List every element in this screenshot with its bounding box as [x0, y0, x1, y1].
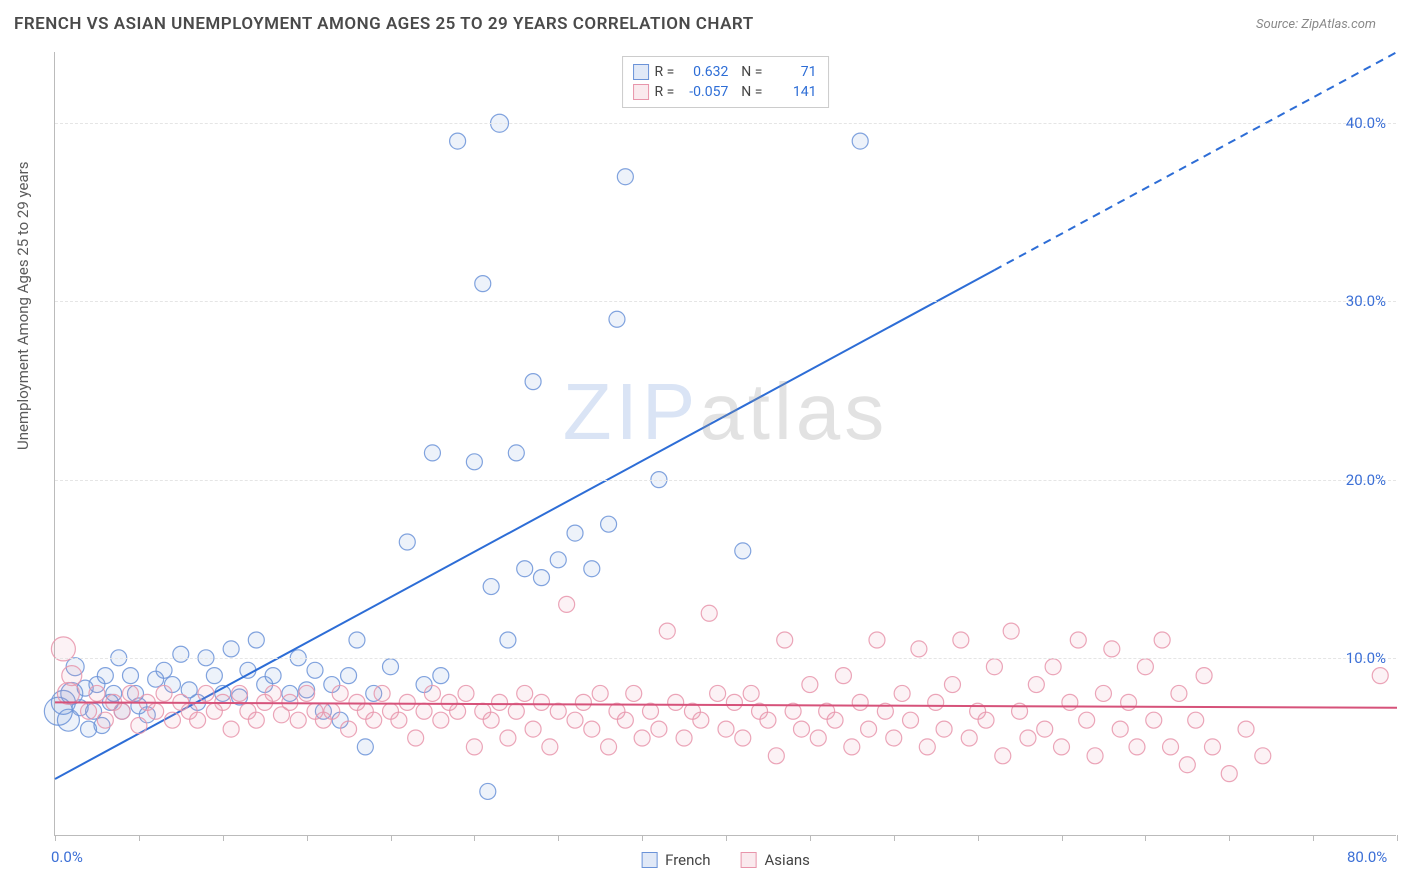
- r-french: 0.632: [680, 62, 728, 82]
- x-axis-label: 80.0%: [1347, 848, 1387, 866]
- y-axis-title: Unemployment Among Ages 25 to 29 years: [14, 162, 32, 450]
- chart-source: Source: ZipAtlas.com: [1256, 17, 1376, 32]
- legend-row-asians: R =-0.057 N =141: [633, 82, 817, 102]
- y-tick-label: 10.0%: [1346, 649, 1386, 667]
- x-axis-label: 0.0%: [51, 848, 83, 866]
- y-tick-label: 30.0%: [1346, 292, 1386, 310]
- legend-label-asians: Asians: [765, 851, 810, 869]
- legend-label-french: French: [665, 851, 710, 869]
- chart-title: FRENCH VS ASIAN UNEMPLOYMENT AMONG AGES …: [14, 14, 754, 34]
- legend-row-french: R =0.632 N =71: [633, 62, 817, 82]
- n-asians: 141: [768, 82, 816, 102]
- legend-stats-box: R =0.632 N =71 R =-0.057 N =141: [622, 56, 830, 108]
- y-tick-label: 40.0%: [1346, 114, 1386, 132]
- swatch-asians-bottom: [741, 852, 757, 868]
- y-tick-label: 20.0%: [1346, 471, 1386, 489]
- legend-item-french: French: [641, 851, 710, 869]
- scatter-plot-svg: [55, 52, 1396, 835]
- r-asians: -0.057: [680, 82, 728, 102]
- swatch-asians: [633, 84, 649, 100]
- swatch-french-bottom: [641, 852, 657, 868]
- legend-bottom: French Asians: [641, 851, 810, 869]
- chart-plot-area: ZIPatlas R =0.632 N =71 R =-0.057 N =141…: [54, 52, 1396, 836]
- swatch-french: [633, 64, 649, 80]
- n-french: 71: [768, 62, 816, 82]
- legend-item-asians: Asians: [741, 851, 810, 869]
